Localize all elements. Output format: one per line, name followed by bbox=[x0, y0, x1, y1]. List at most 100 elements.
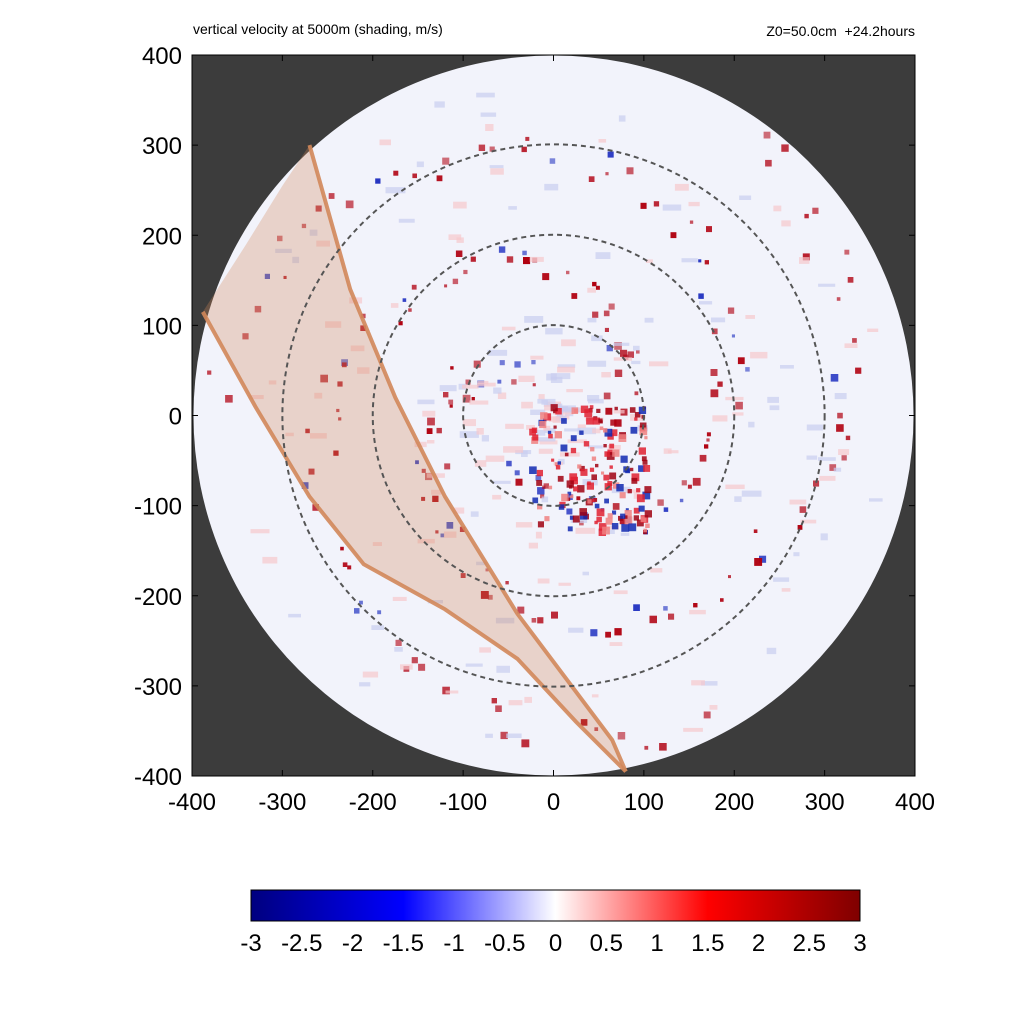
field-cell bbox=[521, 146, 527, 153]
field-streak bbox=[515, 450, 532, 455]
field-streak bbox=[633, 345, 640, 351]
field-streak bbox=[649, 361, 669, 367]
core-cell bbox=[544, 516, 550, 522]
core-cell bbox=[642, 459, 648, 465]
core-cell bbox=[555, 408, 562, 415]
core-cell bbox=[612, 449, 620, 457]
field-streak bbox=[476, 428, 484, 435]
field-streak bbox=[558, 458, 565, 465]
field-cell bbox=[393, 170, 399, 176]
range-rings bbox=[281, 143, 826, 688]
x-tick-label: 100 bbox=[624, 789, 664, 816]
field-streak bbox=[489, 165, 504, 169]
field-streak bbox=[325, 321, 342, 328]
field-cell bbox=[336, 408, 340, 413]
core-cell bbox=[618, 434, 627, 442]
field-streak bbox=[712, 415, 728, 422]
field-streak bbox=[674, 183, 689, 191]
field-streak bbox=[577, 424, 586, 428]
field-cell bbox=[497, 379, 502, 384]
field-cell bbox=[342, 562, 348, 567]
core-cell bbox=[586, 482, 594, 490]
field-streak bbox=[609, 642, 623, 646]
field-cell bbox=[636, 350, 640, 354]
core-cell bbox=[586, 417, 594, 425]
field-cell bbox=[305, 428, 310, 434]
field-cell bbox=[753, 529, 758, 533]
field-streak bbox=[663, 448, 672, 454]
field-streak bbox=[485, 733, 493, 738]
core-cell bbox=[577, 485, 585, 493]
domain-disk bbox=[193, 55, 914, 776]
field-streak bbox=[456, 237, 464, 243]
field-cell bbox=[408, 308, 412, 312]
field-cell bbox=[612, 503, 620, 510]
field-streak bbox=[524, 696, 532, 703]
field-streak bbox=[310, 433, 327, 439]
field-cell bbox=[603, 392, 611, 400]
field-cell bbox=[463, 269, 468, 275]
core-cell bbox=[580, 468, 588, 476]
field-cell bbox=[532, 383, 536, 387]
field-cell bbox=[649, 615, 657, 624]
field-streak bbox=[818, 457, 836, 461]
core-cell bbox=[537, 504, 543, 510]
field-cell bbox=[653, 201, 660, 207]
colorbar-tick-label: 2 bbox=[752, 930, 765, 957]
field-cell bbox=[603, 310, 610, 317]
field-streak bbox=[567, 439, 587, 444]
field-cell bbox=[698, 293, 704, 299]
field-streak bbox=[793, 552, 800, 557]
field-cell bbox=[812, 207, 819, 214]
core-cell bbox=[609, 465, 613, 469]
field-cell bbox=[523, 257, 531, 265]
field-streak bbox=[568, 627, 584, 633]
field-cell bbox=[692, 477, 701, 486]
core-cell bbox=[603, 444, 607, 448]
core-cell bbox=[532, 434, 539, 441]
x-tick-label: -300 bbox=[258, 789, 306, 816]
field-layer bbox=[207, 92, 883, 751]
core-cell bbox=[644, 510, 652, 518]
field-cell bbox=[852, 338, 857, 343]
field-cell bbox=[442, 157, 450, 165]
field-streak bbox=[537, 578, 550, 584]
field-streak bbox=[470, 511, 479, 517]
field-cell bbox=[614, 369, 623, 377]
field-streak bbox=[691, 680, 705, 686]
field-streak bbox=[766, 647, 777, 655]
field-cell bbox=[412, 173, 417, 179]
field-streak bbox=[598, 139, 607, 143]
field-streak bbox=[427, 440, 435, 444]
core-cell bbox=[579, 508, 587, 516]
core-cell bbox=[580, 512, 588, 520]
y-tick-label: 0 bbox=[169, 404, 182, 431]
field-streak bbox=[732, 412, 744, 416]
chart-title: vertical velocity at 5000m (shading, m/s… bbox=[193, 21, 443, 37]
field-cell bbox=[837, 412, 843, 419]
core-cell bbox=[642, 491, 651, 500]
field-streak bbox=[497, 392, 507, 399]
y-tick-label: 400 bbox=[142, 43, 182, 70]
field-cell bbox=[549, 158, 556, 164]
field-cell bbox=[606, 345, 613, 352]
core-cell bbox=[589, 405, 594, 409]
field-streak bbox=[867, 328, 879, 332]
field-cell bbox=[720, 598, 724, 602]
field-streak bbox=[501, 326, 516, 331]
field-cell bbox=[576, 496, 581, 501]
field-streak bbox=[688, 201, 700, 207]
core-cell bbox=[583, 441, 590, 447]
field-cell bbox=[542, 485, 546, 489]
core-cell bbox=[547, 430, 552, 435]
chart-subtitle: Z0=50.0cm +24.2hours bbox=[766, 23, 915, 39]
core-cell bbox=[599, 426, 604, 431]
field-cell bbox=[605, 407, 613, 415]
colorbar-tick-label: -2.5 bbox=[281, 930, 322, 957]
field-cell bbox=[687, 484, 692, 489]
core-cell bbox=[596, 408, 601, 413]
core-cell bbox=[636, 494, 645, 503]
field-streak bbox=[493, 387, 502, 394]
field-cell bbox=[264, 273, 270, 279]
core-cell bbox=[569, 473, 578, 482]
